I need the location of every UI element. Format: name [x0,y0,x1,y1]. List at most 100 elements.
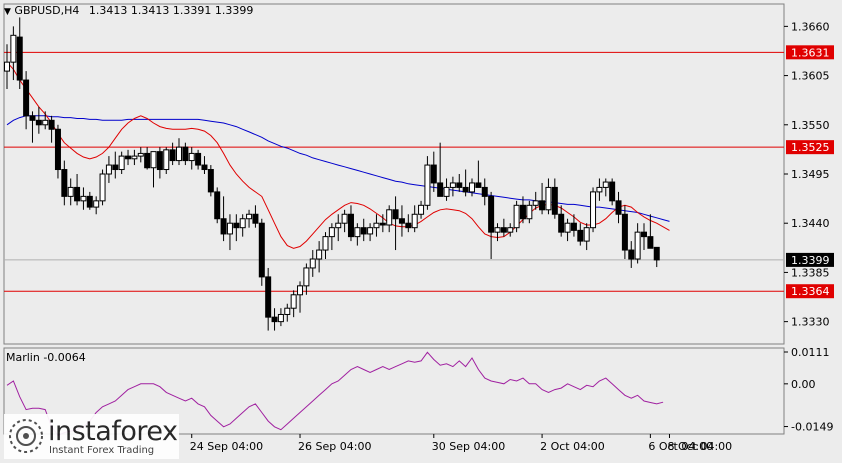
price-tick-label: 1.3385 [791,266,830,279]
candle-body [322,236,329,251]
candle [86,191,93,210]
symbol-label: GBPUSD,H4 [14,4,80,17]
candle [437,142,444,197]
candle-body [481,186,488,197]
candle [615,191,622,224]
main-pane[interactable] [3,3,785,345]
candle [125,149,132,166]
candle-body [596,186,603,193]
candle [539,182,546,215]
candle [277,308,284,327]
candle [74,174,81,206]
candle [641,223,647,251]
brand-tagline: Instant Forex Trading [49,445,155,456]
candle [99,169,106,206]
candle-body [539,200,546,211]
chart-header: ▼ GBPUSD,H4 1.3413 1.3413 1.3391 1.3399 [4,4,253,17]
marlin-tick-label: -0.0149 [791,421,833,434]
candle-body [258,222,265,278]
level-price-label: 1.3364 [791,285,830,298]
candle-body [405,222,412,229]
candle [488,191,495,259]
candle-body [246,213,253,220]
candle [54,124,61,179]
candle [163,147,170,174]
candle-body [54,128,61,171]
candle-body [112,164,119,171]
price-tick-label: 1.3440 [791,217,830,230]
candle [29,111,36,143]
candle-body [252,213,259,224]
candle [526,200,533,224]
candle [67,178,74,206]
candle-body [144,152,151,169]
candle [405,214,412,233]
candle-body [86,195,93,208]
candle-body [10,34,17,63]
candle-body [23,79,30,117]
price-tick-label: 1.3495 [791,168,830,181]
candle-body [233,222,240,229]
current-price-tag [786,252,834,267]
candle [367,223,374,242]
brand-logo: instaforex Instant Forex Trading [4,414,179,459]
candle-body [188,152,195,162]
candle [500,218,507,237]
candle-body [48,119,55,130]
candle [335,214,342,242]
candle [265,267,272,331]
candle-body [74,186,81,202]
candle [373,214,380,237]
candle [328,223,335,251]
candle [621,205,628,259]
candle-body [309,258,316,269]
level-price-tag [786,140,834,155]
level-price-tag [786,284,834,299]
candle [284,303,291,322]
time-tick-label: 8 Oct 04:00 [667,440,732,453]
candle [519,196,526,224]
candle-body [271,316,278,323]
candle-body [507,227,514,233]
marlin-line [6,351,664,437]
candle [182,142,189,166]
candle [156,147,163,179]
candle [61,160,68,206]
candle-body [347,213,354,238]
candle-body [163,149,170,171]
candle [360,218,367,242]
candle-body [42,119,49,126]
candle [150,151,157,188]
candle [303,263,310,295]
candle [430,151,437,192]
level-price-tag [786,45,834,60]
candle-body [583,227,590,242]
candle-body [220,218,227,235]
candle [532,191,539,210]
price-tick-label: 1.3605 [791,70,830,83]
candle [583,223,590,251]
candle [137,147,144,163]
candle-body [430,164,437,184]
candle [634,223,641,264]
candle [449,176,456,197]
candle-body [488,195,495,233]
candle-body [373,222,380,229]
candle [201,156,208,174]
time-tick-label: 6 Oct 04:00 [648,440,713,453]
candle-body [61,169,68,197]
candle [653,246,660,268]
collapse-triangle-icon[interactable]: ▼ [4,7,11,17]
candle [456,174,463,192]
time-tick-label: 30 Sep 04:00 [432,440,505,453]
candle [628,241,635,268]
candle-body [621,213,628,251]
candle-body [386,209,393,226]
candle [290,290,297,318]
candle [475,160,482,188]
candle-body [284,307,291,315]
candle [507,223,514,237]
candle [175,138,182,166]
